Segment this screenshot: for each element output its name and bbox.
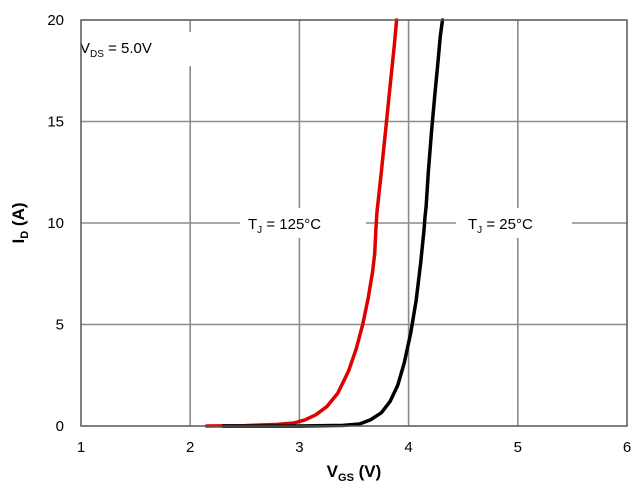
y-tick-label: 10 (47, 215, 64, 232)
series-label-125c: TJ = 125°C (240, 208, 366, 238)
x-tick-label: 5 (514, 439, 522, 456)
x-tick-label: 3 (295, 439, 303, 456)
y-tick-label: 5 (56, 317, 64, 334)
condition-label: VDS = 5.0V (76, 32, 192, 66)
y-axis-title: ID (A) (9, 202, 31, 243)
y-tick-label: 15 (47, 114, 64, 131)
y-tick-label: 20 (47, 12, 64, 29)
y-tick-label: 0 (56, 418, 64, 435)
x-tick-label: 1 (77, 439, 85, 456)
chart: VDS = 5.0V TJ = 125°C TJ = 25°C 1 2 3 4 5 6 0… (0, 0, 634, 489)
x-tick-label: 4 (404, 439, 412, 456)
x-tick-label: 2 (186, 439, 194, 456)
y-tick-labels: 0 5 10 15 20 (47, 12, 64, 435)
x-tick-label: 6 (623, 439, 631, 456)
x-axis-title: VGS (V) (327, 462, 382, 484)
series-label-25c: TJ = 25°C (456, 208, 572, 238)
x-tick-labels: 1 2 3 4 5 6 (77, 439, 631, 456)
